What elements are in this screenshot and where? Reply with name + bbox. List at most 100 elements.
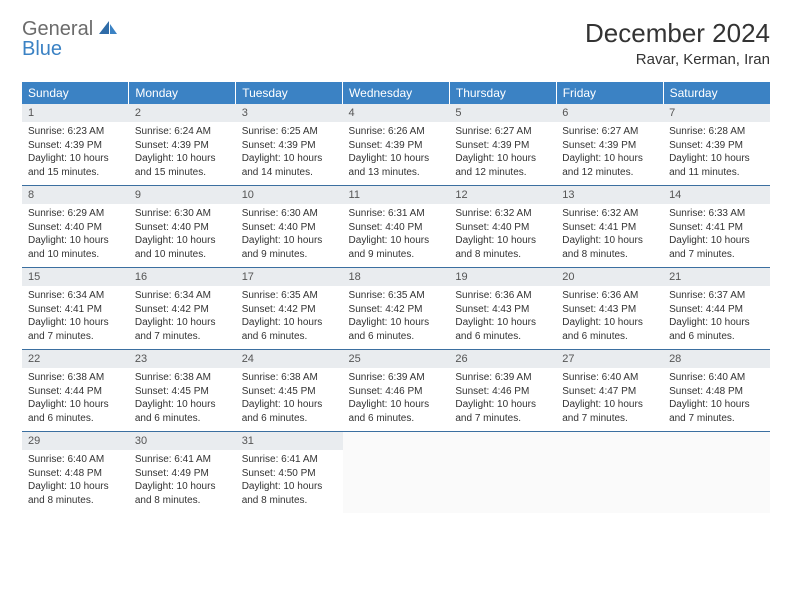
calendar-cell: 12Sunrise: 6:32 AMSunset: 4:40 PMDayligh… — [449, 186, 556, 268]
calendar-cell: 26Sunrise: 6:39 AMSunset: 4:46 PMDayligh… — [449, 350, 556, 432]
day-number: 11 — [343, 186, 450, 204]
day-number: 9 — [129, 186, 236, 204]
day-info: Sunrise: 6:30 AMSunset: 4:40 PMDaylight:… — [236, 204, 343, 267]
day-number: 30 — [129, 432, 236, 450]
day-number: 6 — [556, 104, 663, 122]
weekday-header: Sunday — [22, 82, 129, 104]
calendar-cell: 1Sunrise: 6:23 AMSunset: 4:39 PMDaylight… — [22, 104, 129, 186]
day-info: Sunrise: 6:27 AMSunset: 4:39 PMDaylight:… — [556, 122, 663, 185]
day-number: 27 — [556, 350, 663, 368]
day-number: 5 — [449, 104, 556, 122]
day-number: 17 — [236, 268, 343, 286]
logo-sail-icon — [97, 19, 119, 40]
day-number: 22 — [22, 350, 129, 368]
day-info: Sunrise: 6:39 AMSunset: 4:46 PMDaylight:… — [449, 368, 556, 431]
calendar-cell — [663, 432, 770, 514]
day-info: Sunrise: 6:41 AMSunset: 4:50 PMDaylight:… — [236, 450, 343, 513]
day-info: Sunrise: 6:34 AMSunset: 4:42 PMDaylight:… — [129, 286, 236, 349]
weekday-header: Monday — [129, 82, 236, 104]
day-info: Sunrise: 6:38 AMSunset: 4:45 PMDaylight:… — [236, 368, 343, 431]
calendar-cell: 25Sunrise: 6:39 AMSunset: 4:46 PMDayligh… — [343, 350, 450, 432]
calendar-cell: 13Sunrise: 6:32 AMSunset: 4:41 PMDayligh… — [556, 186, 663, 268]
calendar-cell: 20Sunrise: 6:36 AMSunset: 4:43 PMDayligh… — [556, 268, 663, 350]
calendar-cell: 21Sunrise: 6:37 AMSunset: 4:44 PMDayligh… — [663, 268, 770, 350]
calendar-cell: 27Sunrise: 6:40 AMSunset: 4:47 PMDayligh… — [556, 350, 663, 432]
day-info: Sunrise: 6:41 AMSunset: 4:49 PMDaylight:… — [129, 450, 236, 513]
calendar-cell: 19Sunrise: 6:36 AMSunset: 4:43 PMDayligh… — [449, 268, 556, 350]
day-number: 19 — [449, 268, 556, 286]
calendar-cell: 15Sunrise: 6:34 AMSunset: 4:41 PMDayligh… — [22, 268, 129, 350]
day-number: 7 — [663, 104, 770, 122]
day-number: 25 — [343, 350, 450, 368]
calendar-cell: 22Sunrise: 6:38 AMSunset: 4:44 PMDayligh… — [22, 350, 129, 432]
day-info: Sunrise: 6:38 AMSunset: 4:44 PMDaylight:… — [22, 368, 129, 431]
calendar-cell: 10Sunrise: 6:30 AMSunset: 4:40 PMDayligh… — [236, 186, 343, 268]
calendar-cell: 6Sunrise: 6:27 AMSunset: 4:39 PMDaylight… — [556, 104, 663, 186]
calendar-cell: 3Sunrise: 6:25 AMSunset: 4:39 PMDaylight… — [236, 104, 343, 186]
calendar-cell: 31Sunrise: 6:41 AMSunset: 4:50 PMDayligh… — [236, 432, 343, 514]
calendar-row: 29Sunrise: 6:40 AMSunset: 4:48 PMDayligh… — [22, 432, 770, 514]
day-info: Sunrise: 6:39 AMSunset: 4:46 PMDaylight:… — [343, 368, 450, 431]
day-number: 23 — [129, 350, 236, 368]
weekday-header: Wednesday — [343, 82, 450, 104]
header: General December 2024 Ravar, Kerman, Ira… — [22, 18, 770, 68]
day-info: Sunrise: 6:38 AMSunset: 4:45 PMDaylight:… — [129, 368, 236, 431]
day-number: 4 — [343, 104, 450, 122]
calendar-cell: 8Sunrise: 6:29 AMSunset: 4:40 PMDaylight… — [22, 186, 129, 268]
calendar-cell: 11Sunrise: 6:31 AMSunset: 4:40 PMDayligh… — [343, 186, 450, 268]
calendar-cell: 29Sunrise: 6:40 AMSunset: 4:48 PMDayligh… — [22, 432, 129, 514]
day-number: 24 — [236, 350, 343, 368]
day-info: Sunrise: 6:28 AMSunset: 4:39 PMDaylight:… — [663, 122, 770, 185]
calendar-cell: 30Sunrise: 6:41 AMSunset: 4:49 PMDayligh… — [129, 432, 236, 514]
day-info: Sunrise: 6:23 AMSunset: 4:39 PMDaylight:… — [22, 122, 129, 185]
day-number: 1 — [22, 104, 129, 122]
day-info: Sunrise: 6:40 AMSunset: 4:47 PMDaylight:… — [556, 368, 663, 431]
day-info: Sunrise: 6:27 AMSunset: 4:39 PMDaylight:… — [449, 122, 556, 185]
day-number: 10 — [236, 186, 343, 204]
day-info: Sunrise: 6:37 AMSunset: 4:44 PMDaylight:… — [663, 286, 770, 349]
day-number: 12 — [449, 186, 556, 204]
day-info: Sunrise: 6:40 AMSunset: 4:48 PMDaylight:… — [22, 450, 129, 513]
calendar-cell: 4Sunrise: 6:26 AMSunset: 4:39 PMDaylight… — [343, 104, 450, 186]
day-info: Sunrise: 6:31 AMSunset: 4:40 PMDaylight:… — [343, 204, 450, 267]
calendar-cell — [343, 432, 450, 514]
day-number: 15 — [22, 268, 129, 286]
day-info: Sunrise: 6:34 AMSunset: 4:41 PMDaylight:… — [22, 286, 129, 349]
calendar-cell: 16Sunrise: 6:34 AMSunset: 4:42 PMDayligh… — [129, 268, 236, 350]
calendar-cell: 9Sunrise: 6:30 AMSunset: 4:40 PMDaylight… — [129, 186, 236, 268]
day-number: 29 — [22, 432, 129, 450]
day-info: Sunrise: 6:33 AMSunset: 4:41 PMDaylight:… — [663, 204, 770, 267]
day-info: Sunrise: 6:29 AMSunset: 4:40 PMDaylight:… — [22, 204, 129, 267]
day-info: Sunrise: 6:24 AMSunset: 4:39 PMDaylight:… — [129, 122, 236, 185]
month-title: December 2024 — [585, 18, 770, 49]
day-info: Sunrise: 6:30 AMSunset: 4:40 PMDaylight:… — [129, 204, 236, 267]
calendar-row: 15Sunrise: 6:34 AMSunset: 4:41 PMDayligh… — [22, 268, 770, 350]
calendar-row: 1Sunrise: 6:23 AMSunset: 4:39 PMDaylight… — [22, 104, 770, 186]
day-number: 16 — [129, 268, 236, 286]
day-number: 26 — [449, 350, 556, 368]
day-number: 18 — [343, 268, 450, 286]
calendar-row: 22Sunrise: 6:38 AMSunset: 4:44 PMDayligh… — [22, 350, 770, 432]
weekday-header: Tuesday — [236, 82, 343, 104]
calendar-cell: 2Sunrise: 6:24 AMSunset: 4:39 PMDaylight… — [129, 104, 236, 186]
day-number: 2 — [129, 104, 236, 122]
day-info: Sunrise: 6:36 AMSunset: 4:43 PMDaylight:… — [449, 286, 556, 349]
location: Ravar, Kerman, Iran — [585, 51, 770, 68]
calendar-cell — [449, 432, 556, 514]
day-number: 21 — [663, 268, 770, 286]
weekday-header: Saturday — [663, 82, 770, 104]
weekday-header: Friday — [556, 82, 663, 104]
day-info: Sunrise: 6:32 AMSunset: 4:40 PMDaylight:… — [449, 204, 556, 267]
calendar-cell: 5Sunrise: 6:27 AMSunset: 4:39 PMDaylight… — [449, 104, 556, 186]
calendar-cell: 17Sunrise: 6:35 AMSunset: 4:42 PMDayligh… — [236, 268, 343, 350]
calendar-table: Sunday Monday Tuesday Wednesday Thursday… — [22, 82, 770, 513]
day-number: 13 — [556, 186, 663, 204]
day-number: 14 — [663, 186, 770, 204]
day-number: 31 — [236, 432, 343, 450]
day-info: Sunrise: 6:35 AMSunset: 4:42 PMDaylight:… — [236, 286, 343, 349]
weekday-header-row: Sunday Monday Tuesday Wednesday Thursday… — [22, 82, 770, 104]
day-number: 3 — [236, 104, 343, 122]
calendar-row: 8Sunrise: 6:29 AMSunset: 4:40 PMDaylight… — [22, 186, 770, 268]
day-info: Sunrise: 6:35 AMSunset: 4:42 PMDaylight:… — [343, 286, 450, 349]
calendar-cell: 14Sunrise: 6:33 AMSunset: 4:41 PMDayligh… — [663, 186, 770, 268]
